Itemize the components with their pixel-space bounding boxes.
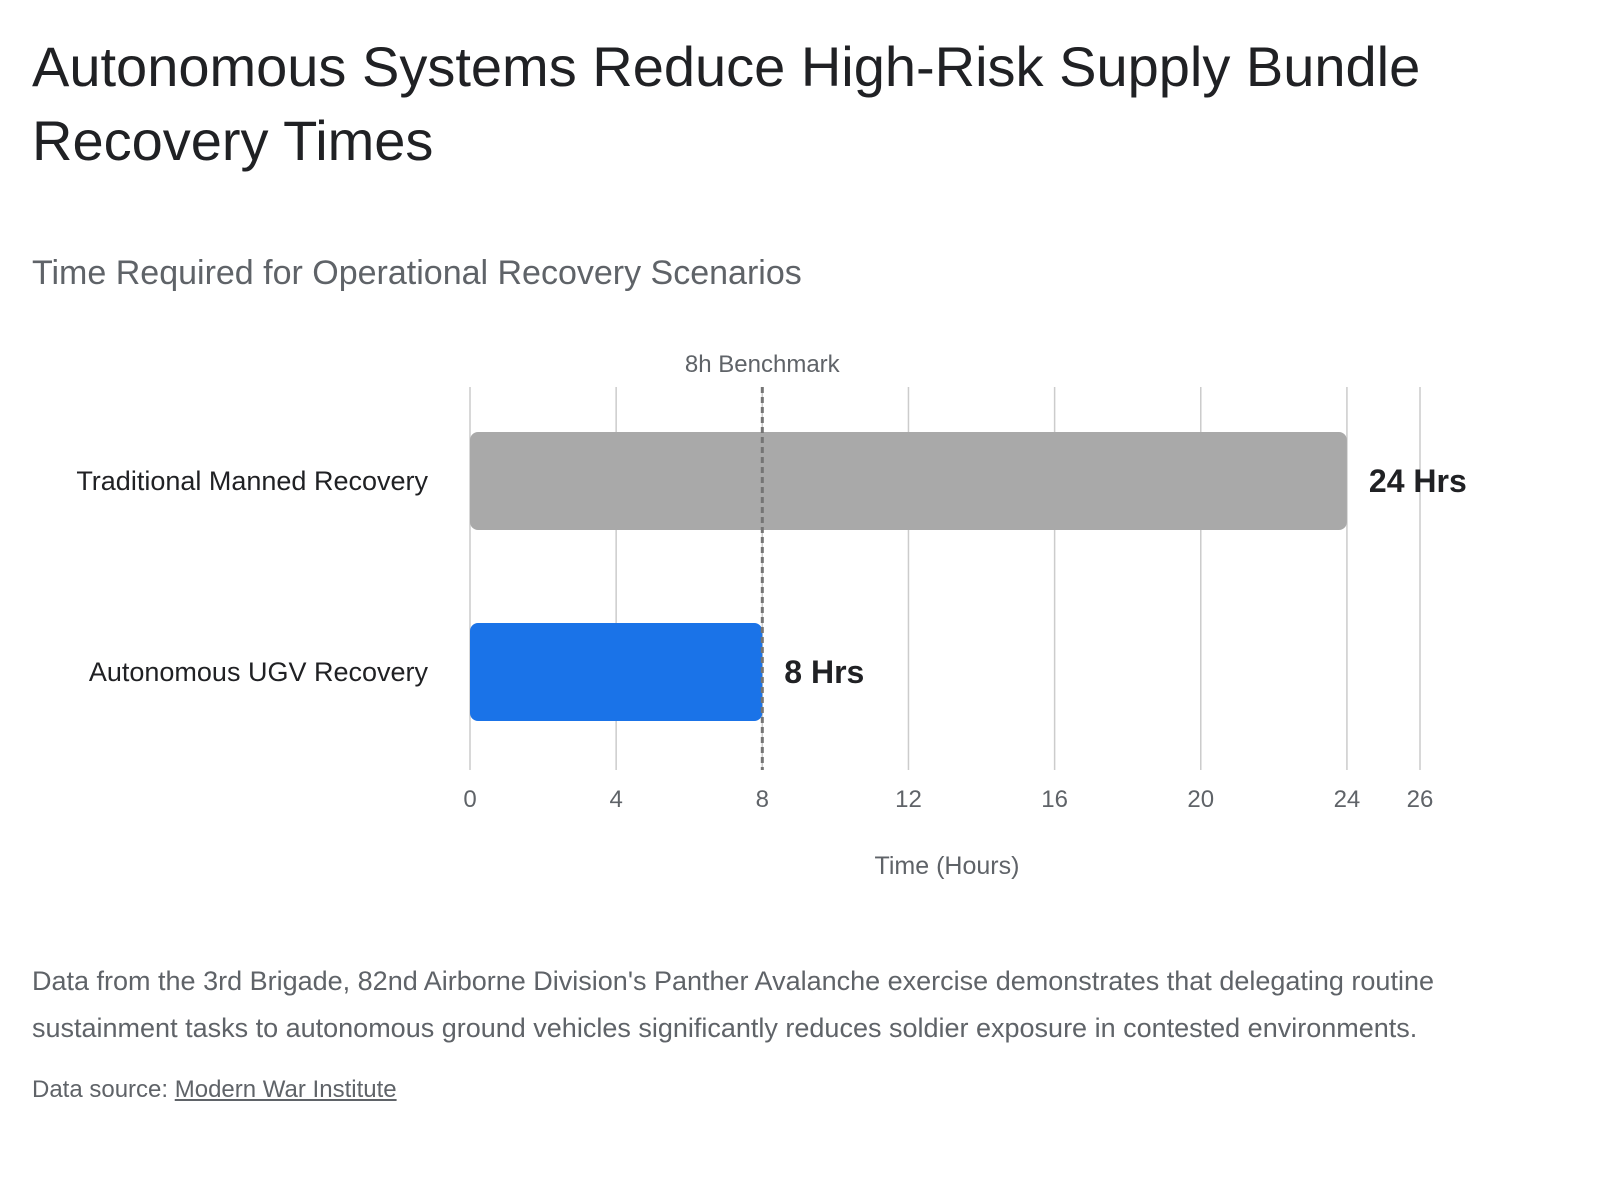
labels: 0 4 8 12 16 20 24 26 Traditional Manned Recovery… [76, 463, 1466, 880]
category-label: Autonomous UGV Recovery [89, 657, 429, 687]
x-tick-label: 4 [609, 786, 622, 813]
chart-description: Data from the 3rd Brigade, 82nd Airborne… [32, 966, 1434, 1043]
bar-autonomous-ugv-recovery [470, 623, 763, 721]
x-tick-label: 26 [1407, 786, 1434, 813]
x-axis-title: Time (Hours) [875, 852, 1020, 880]
x-tick-label: 12 [895, 786, 922, 813]
reference-line-group: 8h Benchmark [685, 351, 841, 770]
benchmark-label: 8h Benchmark [685, 351, 841, 378]
data-source-link[interactable]: Modern War Institute [174, 1076, 397, 1103]
category-label: Traditional Manned Recovery [76, 466, 428, 496]
data-label: 24 Hrs [1369, 463, 1467, 499]
data-source: Data source: Modern War Institute [32, 1075, 397, 1105]
x-tick-label: 0 [463, 786, 476, 813]
x-tick-label: 16 [1041, 786, 1068, 813]
x-tick-label: 20 [1187, 786, 1214, 813]
bar-chart: 8h Benchmark 0 4 8 12 16 20 24 26 Traditional Ma… [76, 351, 1466, 880]
chart-subtitle: Time Required for Operational Recovery S… [32, 254, 802, 292]
data-label: 8 Hrs [784, 654, 864, 690]
bar-traditional-manned-recovery [470, 432, 1347, 530]
data-source-prefix: Data source: [32, 1076, 175, 1103]
x-tick-label: 8 [756, 786, 769, 813]
x-tick-label: 24 [1334, 786, 1361, 813]
bars [470, 432, 1347, 721]
page-title: Autonomous Systems Reduce High-Risk Supp… [32, 35, 1421, 172]
